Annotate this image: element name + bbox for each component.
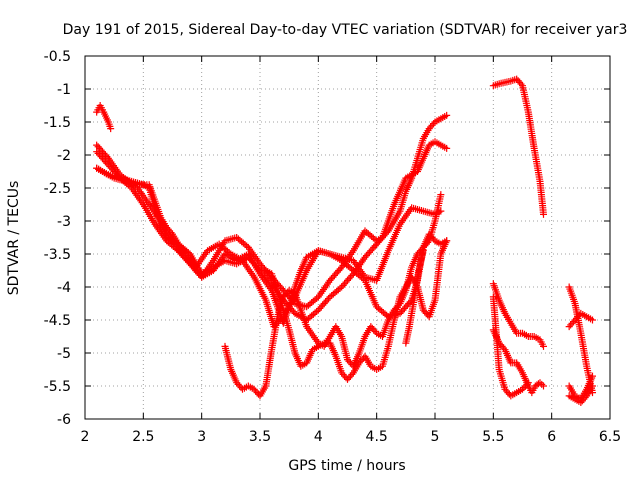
data-marks xyxy=(93,75,596,406)
series-track-9 xyxy=(489,75,547,218)
x-tick-label: 6 xyxy=(547,429,556,445)
x-tick-label: 4.5 xyxy=(366,429,388,445)
data-point xyxy=(443,144,451,152)
x-tick-label: 3.5 xyxy=(249,429,271,445)
y-tick-label: -2 xyxy=(57,148,71,164)
x-tick-label: 2.5 xyxy=(132,429,154,445)
y-tick-label: -4 xyxy=(57,280,71,296)
data-point xyxy=(524,379,532,387)
series-track-8 xyxy=(402,247,427,347)
data-point xyxy=(500,344,508,352)
data-point xyxy=(313,308,321,316)
y-tick-label: -1.5 xyxy=(44,115,71,131)
grid xyxy=(85,56,610,419)
data-point xyxy=(581,394,589,402)
chart-title: Day 191 of 2015, Sidereal Day-to-day VTE… xyxy=(63,22,628,38)
x-axis-label: GPS time / hours xyxy=(288,458,405,474)
data-point xyxy=(336,284,344,292)
y-tick-label: -3 xyxy=(57,214,71,230)
data-point xyxy=(540,210,547,218)
x-tick-label: 6.5 xyxy=(599,429,621,445)
x-tick-label: 5.5 xyxy=(482,429,504,445)
data-point xyxy=(348,370,356,378)
data-point xyxy=(589,316,596,324)
series-track-14 xyxy=(565,309,596,331)
data-point xyxy=(185,252,193,260)
y-tick-label: -5.5 xyxy=(44,379,71,395)
series-track-16 xyxy=(565,382,596,406)
data-point xyxy=(107,125,115,133)
data-point xyxy=(540,342,547,350)
data-point xyxy=(517,80,525,88)
data-point xyxy=(313,294,321,302)
data-point xyxy=(589,372,596,380)
data-point xyxy=(589,382,596,390)
data-point xyxy=(243,242,251,250)
data-point xyxy=(437,191,445,199)
plot-frame xyxy=(84,55,611,420)
data-point xyxy=(538,380,546,388)
y-axis-label: SDTVAR / TECUs xyxy=(6,181,22,296)
series-track-1 xyxy=(93,102,115,133)
data-point xyxy=(443,237,451,245)
y-tick-label: -6 xyxy=(57,412,71,428)
series-track-5 xyxy=(93,164,445,327)
y-tick-label: -5 xyxy=(57,346,71,362)
y-tick-label: -2.5 xyxy=(44,181,71,197)
x-tick-label: 5 xyxy=(431,429,440,445)
x-tick-label: 3 xyxy=(197,429,206,445)
data-point xyxy=(419,247,427,255)
y-tick-label: -4.5 xyxy=(44,313,71,329)
data-point xyxy=(173,245,181,253)
data-point xyxy=(523,380,531,388)
data-point xyxy=(443,111,451,119)
y-tick-label: -1 xyxy=(57,82,71,98)
data-point xyxy=(424,238,432,246)
x-tick-label: 2 xyxy=(81,429,90,445)
y-tick-label: -0.5 xyxy=(44,49,71,65)
series-track-10 xyxy=(489,280,547,350)
series-track-12 xyxy=(489,293,532,400)
x-tick-labels: 2 2.5 3 3.5 4 4.5 5 5.5 6 6.5 xyxy=(81,429,622,445)
x-tick-label: 4 xyxy=(314,429,323,445)
data-point xyxy=(325,295,333,303)
data-point xyxy=(383,229,391,237)
y-tick-labels: -0.5 -1 -1.5 -2 -2.5 -3 -3.5 -4 -4.5 -5 -5.5 -6 xyxy=(44,49,71,428)
y-tick-label: -3.5 xyxy=(44,247,71,263)
data-point xyxy=(540,382,547,390)
data-point xyxy=(167,229,175,237)
